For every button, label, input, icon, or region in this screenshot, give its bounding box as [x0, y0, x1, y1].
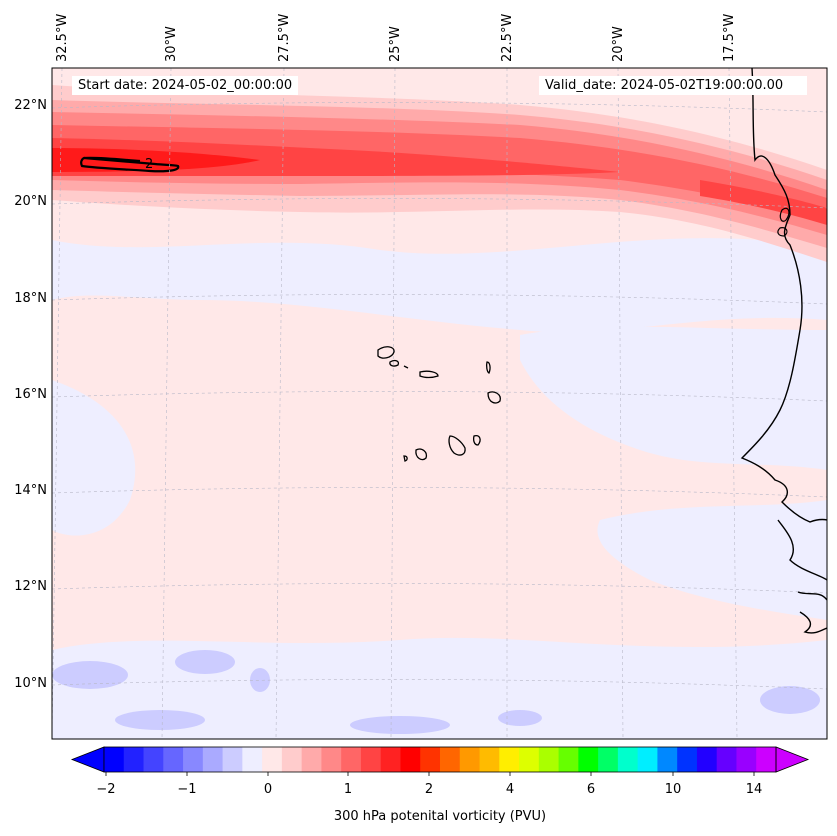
lat-label-16n: 16°N: [14, 387, 47, 402]
colorbar-swatch: [143, 747, 164, 772]
colorbar-swatch: [440, 747, 461, 772]
lat-label-12n: 12°N: [14, 579, 47, 594]
colorbar-swatch: [281, 747, 303, 772]
colorbar-tick-neg2: −2: [96, 782, 116, 797]
colorbar: [70, 746, 810, 776]
coast-island-1: [779, 207, 790, 222]
colorbar-swatch: [104, 747, 125, 772]
colorbar-tick-10: 10: [664, 782, 682, 797]
island-sao-nicolau: [419, 370, 439, 379]
island-sao-vicente: [389, 359, 400, 367]
colorbar-swatch: [617, 747, 639, 772]
colorbar-swatch: [360, 747, 382, 772]
island-maio: [472, 434, 481, 446]
colorbar-swatch: [499, 747, 520, 772]
coast-island-2: [777, 227, 788, 237]
pv-min-blob-5: [498, 710, 542, 726]
valid-date-label: Valid_date: 2024-05-02T19:00:00.00: [539, 76, 807, 95]
graticule: [52, 68, 827, 739]
pv-min-blob-4: [350, 716, 450, 734]
colorbar-tick-0: 0: [263, 782, 273, 797]
colorbar-tick-1: 1: [343, 782, 353, 797]
colorbar-swatch: [459, 747, 481, 772]
colorbar-tick-4: 4: [505, 782, 515, 797]
pv-min-blob-1: [52, 661, 128, 689]
pv-jet-east: [700, 180, 827, 225]
island-santo-antao: [377, 346, 395, 359]
colorbar-tick-neg1: −1: [177, 782, 197, 797]
colorbar-swatch: [677, 747, 698, 772]
island-fogo: [415, 448, 428, 461]
pv-low-region-north: [52, 238, 827, 333]
lat-label-22n: 22°N: [14, 98, 47, 113]
pv-min-blob-7: [760, 686, 820, 714]
colorbar-swatch: [301, 747, 322, 772]
colorbar-tick-6: 6: [586, 782, 596, 797]
colorbar-swatch: [736, 747, 757, 772]
pv-min-blob-2: [175, 650, 235, 674]
start-date-label: Start date: 2024-05-02_00:00:00: [72, 76, 299, 95]
colorbar-swatch: [420, 747, 441, 772]
pv-2-contour: [80, 156, 180, 173]
colorbar-label: 300 hPa potenital vorticity (PVU): [333, 809, 547, 824]
colorbar-tick-2: 2: [424, 782, 434, 797]
lat-label-14n: 14°N: [14, 483, 47, 498]
colorbar-swatch: [321, 747, 342, 772]
pv-low-region-southeast: [597, 500, 827, 620]
colorbar-swatch: [242, 747, 263, 772]
colorbar-swatch: [479, 747, 500, 772]
colorbar-extend-over: [775, 746, 810, 773]
island-brava: [403, 455, 408, 462]
colorbar-tick-14: 14: [745, 782, 763, 797]
island-boa-vista: [487, 391, 501, 404]
colorbar-swatch: [163, 747, 184, 772]
africa-coastline: [740, 68, 827, 634]
island-santa-luzia: [403, 365, 409, 369]
pv-low-region-west: [52, 380, 136, 536]
colorbar-swatch: [756, 747, 777, 772]
map-frame: [51, 67, 828, 740]
pv-jet-core: [52, 148, 260, 172]
pv-low-region-south: [52, 637, 827, 739]
colorbar-swatch: [400, 747, 421, 772]
colorbar-swatch: [202, 747, 224, 772]
island-santiago: [448, 435, 466, 456]
pv-min-blob-6: [250, 668, 270, 692]
colorbar-swatch: [696, 747, 718, 772]
island-sal: [485, 361, 491, 374]
contour-label: 2: [145, 157, 153, 172]
colorbar-swatch: [598, 747, 619, 772]
colorbar-swatch: [183, 747, 204, 772]
colorbar-swatch: [538, 747, 560, 772]
colorbar-swatch: [222, 747, 243, 772]
colorbar-swatch: [123, 747, 145, 772]
colorbar-swatch: [637, 747, 658, 772]
colorbar-swatch: [380, 747, 401, 772]
colorbar-frame: [103, 746, 777, 773]
colorbar-swatch: [578, 747, 599, 772]
colorbar-swatch: [262, 747, 283, 772]
colorbar-extend-under: [70, 746, 105, 773]
colorbar-swatch: [341, 747, 362, 772]
colorbar-swatch: [716, 747, 737, 772]
pv-low-region-central: [520, 326, 827, 470]
lat-label-10n: 10°N: [14, 676, 47, 691]
colorbar-swatch: [657, 747, 678, 772]
cape-verde-islands: [377, 346, 501, 462]
map-field: 2: [52, 68, 827, 739]
lat-label-18n: 18°N: [14, 291, 47, 306]
lat-label-20n: 20°N: [14, 194, 47, 209]
colorbar-swatch: [519, 747, 540, 772]
colorbar-swatch: [558, 747, 579, 772]
pv-min-blob-3: [115, 710, 205, 730]
